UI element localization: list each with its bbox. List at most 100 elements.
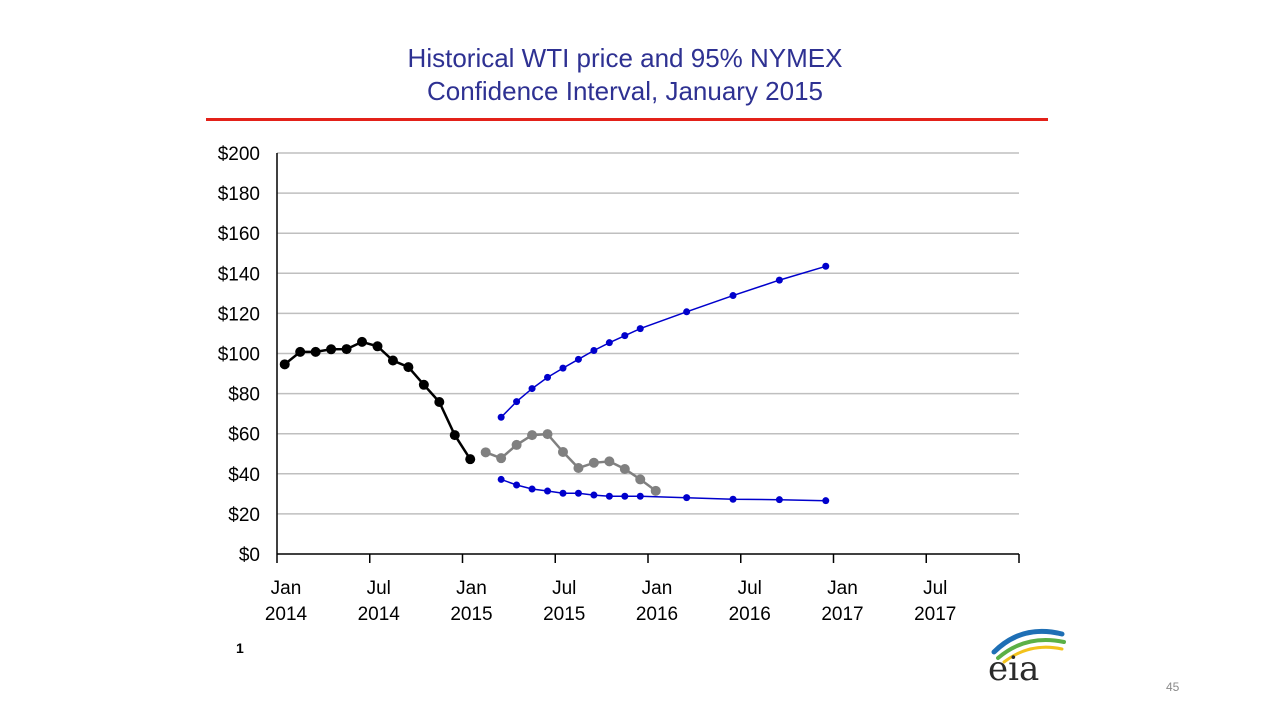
data-point-upper [729, 292, 737, 300]
footnote: 1 [236, 640, 244, 656]
data-point-upper [822, 262, 830, 270]
data-point-lower [559, 489, 567, 497]
series-lower [497, 475, 830, 505]
data-point-historical [326, 344, 337, 355]
data-point-lower [513, 481, 521, 489]
logo-swoosh-blue [991, 628, 1065, 655]
chart-series [279, 262, 830, 505]
data-point-historical [295, 346, 306, 357]
x-tick-label-year: 2014 [265, 604, 308, 625]
x-tick-label-year: 2016 [636, 604, 678, 625]
data-point-upper [528, 385, 536, 393]
data-point-forecast [527, 430, 538, 441]
y-tick-label: $100 [218, 345, 260, 366]
logo-swoosh-green [996, 638, 1066, 660]
data-point-historical [279, 359, 290, 370]
data-point-upper [559, 364, 567, 372]
data-point-historical [372, 341, 383, 352]
x-tick-label-year: 2014 [358, 604, 401, 625]
data-point-upper [775, 276, 783, 284]
data-point-lower [590, 491, 598, 499]
data-point-lower [621, 492, 629, 500]
data-point-upper [605, 339, 613, 347]
data-point-upper [636, 325, 644, 333]
data-point-lower [497, 475, 505, 483]
data-point-lower [683, 494, 691, 502]
x-tick-label-month: Jan [827, 578, 858, 599]
chart-axes [276, 153, 1020, 563]
data-point-historical [341, 344, 352, 355]
data-point-upper [544, 373, 552, 381]
data-point-forecast [557, 446, 568, 457]
series-upper [497, 262, 830, 421]
x-tick-label-year: 2017 [821, 604, 863, 625]
data-point-forecast [650, 485, 661, 496]
logo-swoosh-yellow [1002, 645, 1064, 664]
data-point-forecast [573, 462, 584, 473]
data-point-forecast [604, 456, 615, 467]
data-point-lower [822, 497, 830, 505]
x-tick-label-month: Jan [642, 578, 673, 599]
data-point-historical [465, 454, 476, 465]
data-point-lower [544, 487, 552, 495]
data-point-upper [574, 355, 582, 363]
x-tick-label-year: 2016 [729, 604, 771, 625]
data-point-lower [528, 485, 536, 493]
x-tick-label-month: Jan [271, 578, 302, 599]
y-tick-label: $40 [228, 465, 260, 486]
data-point-upper [497, 413, 505, 421]
y-tick-label: $200 [218, 144, 260, 165]
y-tick-label: $140 [218, 264, 260, 285]
data-point-lower [775, 496, 783, 504]
page-number: 45 [1166, 680, 1180, 694]
data-point-upper [683, 308, 691, 316]
data-point-lower [574, 489, 582, 497]
data-point-forecast [619, 463, 630, 474]
data-point-lower [605, 492, 613, 500]
data-point-historical [434, 397, 445, 408]
y-tick-label: $180 [218, 184, 260, 205]
data-point-historical [449, 430, 460, 441]
x-tick-label-year: 2017 [914, 604, 956, 625]
title-divider [206, 118, 1048, 121]
y-tick-label: $60 [228, 425, 260, 446]
x-tick-label-month: Jul [552, 578, 576, 599]
x-tick-label-month: Jul [738, 578, 762, 599]
x-tick-label-month: Jul [923, 578, 947, 599]
data-point-forecast [635, 474, 646, 485]
data-point-forecast [511, 439, 522, 450]
chart-title-line-1: Historical WTI price and 95% NYMEX [407, 43, 843, 73]
chart-title: Historical WTI price and 95% NYMEX Confi… [300, 42, 950, 108]
data-point-forecast [588, 457, 599, 468]
data-point-forecast [542, 429, 553, 440]
data-point-lower [636, 492, 644, 500]
data-point-historical [403, 362, 414, 373]
y-tick-label: $20 [228, 505, 260, 526]
logo-text: eia [988, 649, 1039, 688]
data-point-upper [621, 332, 629, 340]
data-point-historical [357, 336, 368, 347]
x-tick-label-year: 2015 [543, 604, 585, 625]
series-historical [279, 336, 476, 465]
y-tick-label: $160 [218, 224, 260, 245]
data-point-historical [418, 379, 429, 390]
series-forecast [480, 429, 661, 496]
grid-lines [277, 152, 1019, 515]
y-tick-label: $80 [228, 385, 260, 406]
data-point-historical [310, 346, 321, 357]
x-axis-tick-labels: Jan 2014 Jul 2014 Jan 2015 Jul 2015 Jan 2016 Jul 20… [265, 578, 957, 625]
x-tick-label-month: Jul [367, 578, 391, 599]
y-tick-label: $120 [218, 304, 260, 325]
chart-title-line-2: Confidence Interval, January 2015 [426, 76, 824, 106]
x-tick-label-month: Jan [456, 578, 487, 599]
data-point-forecast [496, 453, 507, 464]
y-axis-tick-labels: $0 $20 $40 $60 $80 $100 $120 $140 $160 $180 $200 [218, 144, 260, 566]
data-point-historical [387, 355, 398, 366]
y-tick-label: $0 [239, 545, 260, 566]
data-point-upper [513, 398, 521, 406]
x-tick-label-year: 2015 [450, 604, 492, 625]
eia-logo: eia [988, 628, 1066, 688]
data-point-upper [590, 346, 598, 354]
data-point-forecast [480, 447, 491, 458]
